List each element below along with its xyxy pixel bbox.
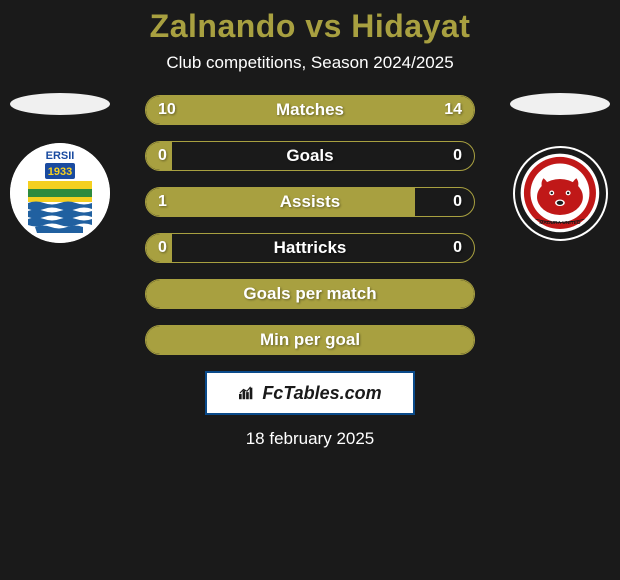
svg-text:1933: 1933 [48,166,72,178]
body-area: ERSII 1933 10 [0,95,620,449]
stat-value-matches-right: 14 [444,101,462,119]
stat-label-mpg: Min per goal [260,330,360,350]
stat-label-hattricks: Hattricks [274,238,347,258]
stat-row-matches: 10 Matches 14 [145,95,475,125]
stat-label-gpm: Goals per match [243,284,376,304]
footer-date: 18 february 2025 [246,429,375,449]
svg-text:MADURA UNITED: MADURA UNITED [539,220,581,226]
stat-value-assists-right: 0 [453,193,462,211]
team-left-badge: ERSII 1933 [10,143,110,243]
stat-label-assists: Assists [280,192,340,212]
left-column: ERSII 1933 [0,95,120,243]
persib-badge-icon: ERSII 1933 [10,143,110,243]
player-right-avatar [510,93,610,115]
stat-row-gpm: Goals per match [145,279,475,309]
stat-value-goals-right: 0 [453,147,462,165]
right-column: MADURA UNITED [500,95,620,243]
stat-value-hattricks-right: 0 [453,239,462,257]
stat-row-mpg: Min per goal [145,325,475,355]
comparison-subtitle: Club competitions, Season 2024/2025 [166,53,453,73]
stat-row-hattricks: 0 Hattricks 0 [145,233,475,263]
stat-label-matches: Matches [276,100,344,120]
stat-row-goals: 0 Goals 0 [145,141,475,171]
svg-text:ERSII: ERSII [46,150,75,162]
stat-value-hattricks-left: 0 [158,239,167,257]
stat-row-assists: 1 Assists 0 [145,187,475,217]
stat-value-matches-left: 10 [158,101,176,119]
bar-chart-icon [238,385,256,401]
stat-label-goals: Goals [286,146,333,166]
brand-text: FcTables.com [262,383,381,404]
comparison-title: Zalnando vs Hidayat [150,8,471,45]
brand-box[interactable]: FcTables.com [205,371,415,415]
stat-value-assists-left: 1 [158,193,167,211]
player-left-avatar [10,93,110,115]
stats-column: 10 Matches 14 0 Goals 0 1 Assists 0 0 Ha… [120,95,500,449]
team-right-badge: MADURA UNITED [510,143,610,243]
stat-value-goals-left: 0 [158,147,167,165]
madura-badge-icon: MADURA UNITED [519,152,601,234]
